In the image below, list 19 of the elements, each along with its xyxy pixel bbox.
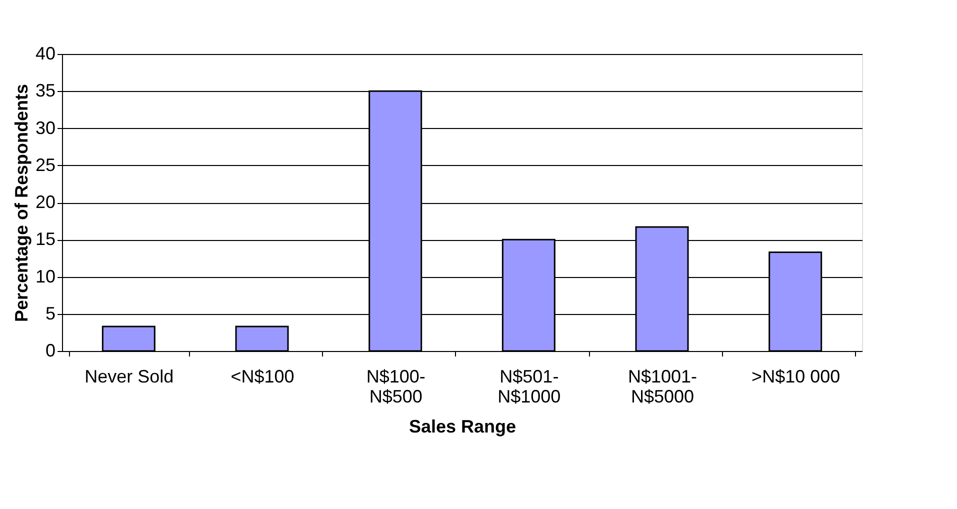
y-tick-label: 40 <box>35 44 56 64</box>
x-axis-title: Sales Range <box>408 416 516 436</box>
x-tick-label: >N$10 000 <box>752 366 840 386</box>
x-tick-label: <N$100 <box>230 366 294 386</box>
y-tick-label: 30 <box>35 118 56 138</box>
bar <box>102 326 156 352</box>
x-tick-label: N$501-N$1000 <box>498 366 561 406</box>
y-tick-label: 0 <box>45 340 56 360</box>
y-tick-label: 15 <box>35 229 56 250</box>
x-tick-label: Never Sold <box>84 366 174 386</box>
y-tick-label: 10 <box>35 266 56 286</box>
y-tick-label: 35 <box>35 80 56 101</box>
y-tick-label: 5 <box>45 303 56 324</box>
x-tick-label: N$1001-N$5000 <box>628 366 698 406</box>
bar <box>235 326 289 352</box>
y-axis-title: Percentage of Respondents <box>11 84 32 322</box>
y-tick-label: 25 <box>35 154 56 175</box>
x-tick-label: N$100-N$500 <box>366 366 426 406</box>
y-tick-label: 20 <box>35 192 56 212</box>
